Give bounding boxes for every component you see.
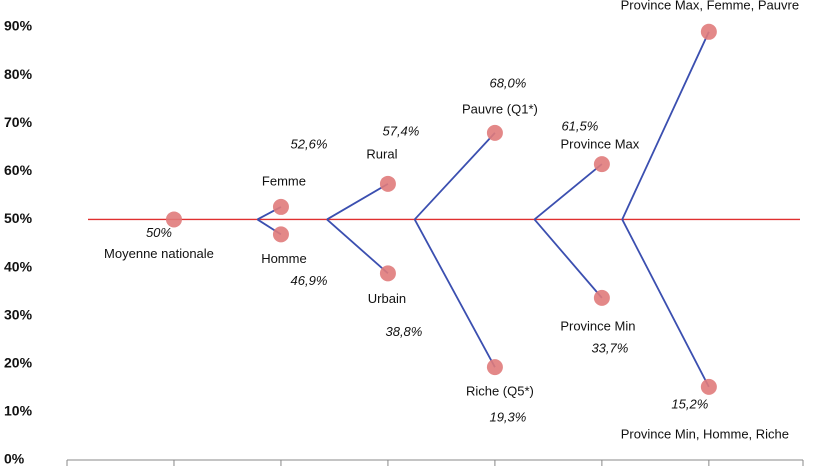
point bbox=[486, 359, 503, 376]
y-tick-label: 70% bbox=[4, 114, 33, 130]
connector bbox=[533, 163, 603, 221]
point-label: Homme bbox=[261, 251, 307, 266]
point-label: Province Max, Femme, Pauvre bbox=[621, 0, 799, 12]
y-tick-label: 50% bbox=[4, 210, 33, 226]
y-tick-label: 90% bbox=[4, 18, 33, 34]
value-label: 38,8% bbox=[385, 324, 422, 339]
value-label: 46,9% bbox=[291, 273, 328, 288]
y-tick-label: 80% bbox=[4, 66, 33, 82]
point bbox=[593, 289, 610, 306]
point bbox=[700, 23, 717, 40]
y-tick-label: 20% bbox=[4, 354, 33, 370]
value-label: 57,4% bbox=[382, 123, 419, 138]
point bbox=[272, 198, 289, 215]
point bbox=[379, 175, 396, 192]
point bbox=[486, 124, 503, 141]
point-label: Moyenne nationale bbox=[104, 246, 214, 261]
y-tick-label: 60% bbox=[4, 162, 33, 178]
connector bbox=[413, 219, 496, 368]
point-label: Femme bbox=[262, 173, 306, 188]
point-label: Pauvre (Q1*) bbox=[462, 101, 538, 116]
value-label: 50% bbox=[146, 225, 172, 240]
value-label: 15,2% bbox=[671, 396, 708, 411]
point bbox=[700, 378, 717, 395]
point-label: Province Max bbox=[561, 137, 640, 152]
point-label: Rural bbox=[366, 146, 397, 161]
y-tick-label: 30% bbox=[4, 306, 33, 322]
point bbox=[165, 211, 182, 228]
point-label: Province Min, Homme, Riche bbox=[621, 426, 789, 441]
value-label: 33,7% bbox=[591, 340, 628, 355]
connector bbox=[621, 219, 710, 388]
y-tick-label: 40% bbox=[4, 258, 33, 274]
value-label: 61,5% bbox=[561, 119, 598, 134]
value-label: 19,3% bbox=[489, 410, 526, 425]
value-label: 52,6% bbox=[291, 136, 328, 151]
point bbox=[593, 156, 610, 173]
y-tick-label: 0% bbox=[4, 451, 25, 467]
y-tick-label: 10% bbox=[4, 403, 33, 419]
point-label: Province Min bbox=[560, 318, 635, 333]
connector bbox=[326, 218, 389, 275]
point bbox=[272, 226, 289, 243]
connector bbox=[621, 31, 710, 220]
value-label: 68,0% bbox=[489, 75, 526, 90]
point-label: Riche (Q5*) bbox=[466, 384, 534, 399]
connector bbox=[414, 132, 496, 221]
point-label: Urbain bbox=[368, 291, 406, 306]
point bbox=[379, 265, 396, 282]
connector bbox=[533, 218, 603, 299]
connector bbox=[326, 183, 389, 221]
